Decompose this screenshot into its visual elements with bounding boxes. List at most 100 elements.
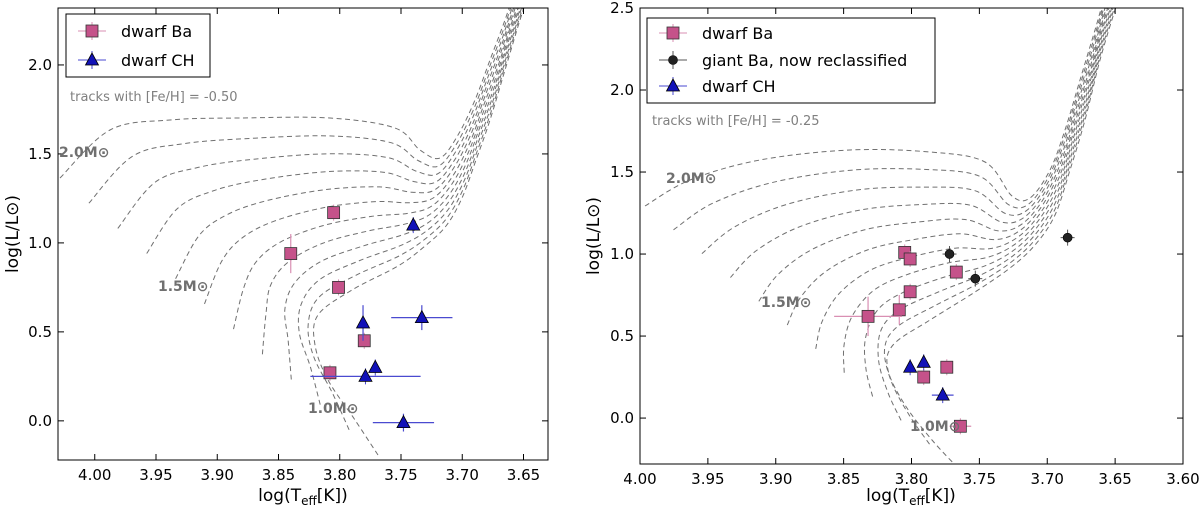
data-point-giant-ba-now-reclassified (944, 249, 955, 259)
x-tick-label: 3.70 (446, 466, 479, 484)
stellar-track (883, 8, 1115, 445)
y-tick-label: 0.5 (28, 323, 52, 341)
stellar-track (59, 8, 510, 179)
x-tick-label: 3.65 (507, 466, 540, 484)
stellar-track (261, 8, 520, 355)
mass-label-1.5-left: 1.5M⊙ (158, 279, 208, 295)
x-tick-label: 3.95 (139, 466, 172, 484)
legend-marker-dwarf-ba (666, 26, 680, 40)
mass-label-1.0-right: 1.0M⊙ (910, 419, 960, 435)
x-tick-label: 4.00 (623, 470, 656, 488)
data-point-dwarf-ch (414, 309, 429, 324)
stellar-track (886, 8, 1117, 464)
x-tick-label: 3.65 (1098, 470, 1131, 488)
stellar-track (307, 8, 524, 431)
x-tick-labels-left: 4.00 3.95 3.90 3.85 3.80 3.75 3.70 3.65 (78, 466, 540, 484)
data-point-dwarf-ch (935, 387, 950, 401)
y-tick-label: 2.0 (28, 56, 52, 74)
legend-box-right (646, 17, 936, 104)
x-tick-label: 3.80 (323, 466, 356, 484)
data-point-dwarf-ba (332, 280, 345, 294)
legend-label-dwarf-ch-right: dwarf CH (702, 77, 776, 96)
data-point-dwarf-ba (903, 252, 917, 266)
mass-label-2.0-left: 2.0M⊙ (59, 145, 109, 161)
x-tick-label: 3.70 (1031, 470, 1064, 488)
y-tick-labels-right: 0.0 0.5 1.0 1.5 2.0 2.5 (610, 0, 634, 427)
right-panel: tracks with [Fe/H] = -0.25 2.0M⊙ 1.5M⊙ 1… (584, 0, 1200, 508)
y-tick-label: 0.5 (610, 327, 634, 345)
y-tick-label: 1.0 (28, 234, 52, 252)
x-tick-label: 3.85 (262, 466, 295, 484)
x-tick-label: 3.95 (691, 470, 724, 488)
data-point-dwarf-ba (903, 285, 917, 299)
legend-left: dwarf Ba dwarf CH (65, 13, 211, 78)
x-tick-label: 3.80 (895, 470, 928, 488)
stellar-track (786, 8, 1109, 326)
x-axis-label-right: log(Teff[K]) (866, 486, 956, 508)
data-point-dwarf-ch (355, 315, 371, 329)
data-point-dwarf-ch (396, 414, 411, 429)
legend-label-dwarf-ba-right: dwarf Ba (702, 24, 773, 43)
ticks-right (639, 7, 1184, 464)
stellar-track (313, 8, 525, 456)
x-axis-label-left: log(Teff[K]) (258, 486, 348, 508)
data-point-dwarf-ba (892, 303, 906, 317)
evolutionary-tracks-left (59, 8, 525, 456)
legend-marker-dwarf-ba (85, 24, 99, 38)
x-tick-label: 3.75 (384, 466, 417, 484)
y-axis-label-right: log(L/L⊙) (584, 197, 604, 275)
data-point-dwarf-ch (902, 359, 918, 373)
stellar-track (117, 8, 513, 229)
x-tick-labels-right: 4.00 3.95 3.90 3.85 3.80 3.75 3.70 3.65 3.60 (623, 470, 1199, 488)
y-tick-label: 2.0 (610, 81, 634, 99)
stellar-track (88, 8, 512, 204)
y-tick-label: 1.5 (610, 163, 634, 181)
y-tick-label: 1.0 (610, 245, 634, 263)
data-point-dwarf-ba (327, 206, 341, 220)
legend-entries-right (659, 24, 687, 95)
y-tick-label: 0.0 (28, 412, 52, 430)
y-tick-label: 0.0 (610, 409, 634, 427)
x-tick-label: 3.90 (201, 466, 234, 484)
stellar-track (730, 8, 1106, 278)
x-tick-label: 3.60 (1166, 470, 1199, 488)
mass-label-2.0-right: 2.0M⊙ (666, 171, 716, 187)
y-tick-label: 2.5 (610, 0, 634, 17)
evolutionary-tracks-right (644, 8, 1117, 464)
left-panel: tracks with [Fe/H] = -0.50 2.0M⊙ 1.5M⊙ 1… (3, 7, 549, 508)
legend-marker-dwarf-ch (84, 52, 100, 66)
x-tick-label: 3.90 (759, 470, 792, 488)
stellar-track (284, 8, 521, 380)
stellar-track (233, 8, 519, 330)
stellar-track (297, 8, 523, 405)
data-point-dwarf-ba (949, 265, 963, 279)
stellar-track (877, 8, 1114, 421)
mass-label-1.0-left: 1.0M⊙ (308, 401, 358, 417)
metallicity-annotation-right: tracks with [Fe/H] = -0.25 (652, 114, 820, 129)
data-point-dwarf-ba (917, 370, 931, 384)
data-point-dwarf-ch (916, 354, 931, 368)
x-tick-label: 3.75 (963, 470, 996, 488)
legend-label-dwarf-ba-left: dwarf Ba (121, 22, 192, 41)
data-marks-left (284, 204, 453, 432)
legend-entries-left (78, 22, 106, 69)
legend-marker-giant-ba-now-reclassified (668, 55, 678, 65)
data-marks-right (834, 229, 1075, 435)
stellar-track (758, 8, 1107, 302)
y-tick-labels-left: 0.0 0.5 1.0 1.5 2.0 (28, 56, 52, 430)
y-axis-label-left: log(L/L⊙) (3, 195, 23, 273)
x-tick-label: 3.85 (827, 470, 860, 488)
plot-frame-left (57, 7, 549, 461)
y-tick-label: 1.5 (28, 145, 52, 163)
data-point-dwarf-ba (323, 366, 337, 380)
data-point-dwarf-ba (953, 419, 967, 433)
legend-label-giant-ba-right: giant Ba, now reclassified (702, 51, 907, 70)
data-point-dwarf-ba (284, 247, 298, 260)
legend-box-left (65, 13, 211, 78)
x-tick-label: 4.00 (78, 466, 111, 484)
data-point-giant-ba-now-reclassified (970, 273, 981, 284)
stellar-track (204, 8, 518, 305)
stellar-track (701, 8, 1105, 254)
ticks-left (58, 8, 548, 460)
